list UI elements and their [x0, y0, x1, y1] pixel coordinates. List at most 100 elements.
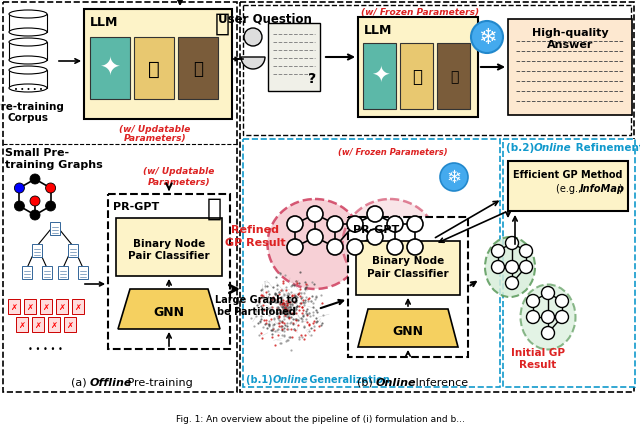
- Text: Online: Online: [376, 377, 417, 387]
- Circle shape: [30, 210, 40, 220]
- Bar: [503, 140, 635, 387]
- Circle shape: [387, 240, 403, 256]
- Bar: [240, 3, 634, 392]
- Bar: [268, 24, 320, 92]
- Circle shape: [387, 217, 403, 233]
- Circle shape: [556, 311, 568, 324]
- Circle shape: [506, 261, 518, 274]
- Text: Inference: Inference: [412, 377, 468, 387]
- Text: 🐕: 🐕: [193, 60, 203, 78]
- Text: ❄: ❄: [477, 28, 496, 48]
- Text: ?: ?: [308, 72, 316, 86]
- Text: High-quality: High-quality: [532, 28, 608, 38]
- Text: ✗: ✗: [35, 320, 42, 329]
- Bar: [358, 18, 478, 118]
- Bar: [9, 15, 47, 33]
- Text: Small Pre-: Small Pre-: [5, 148, 69, 158]
- Bar: [72, 299, 84, 314]
- Ellipse shape: [9, 67, 47, 75]
- Circle shape: [527, 295, 540, 308]
- Bar: [64, 317, 76, 332]
- Bar: [108, 194, 230, 349]
- Bar: [16, 317, 28, 332]
- Bar: [90, 38, 130, 100]
- Circle shape: [287, 217, 303, 233]
- Circle shape: [45, 184, 56, 194]
- Text: 🦙: 🦙: [148, 59, 160, 78]
- Bar: [56, 299, 68, 314]
- Bar: [356, 241, 460, 295]
- Bar: [243, 6, 631, 136]
- Circle shape: [440, 164, 468, 191]
- Circle shape: [244, 29, 262, 47]
- Bar: [3, 3, 237, 392]
- Bar: [8, 299, 20, 314]
- Text: PR-GPT: PR-GPT: [113, 201, 159, 211]
- Circle shape: [15, 184, 24, 194]
- Circle shape: [506, 277, 518, 290]
- Text: GNN: GNN: [154, 306, 184, 319]
- Bar: [508, 161, 628, 211]
- Bar: [40, 299, 52, 314]
- Text: 🦙: 🦙: [412, 68, 422, 86]
- Text: ✗: ✗: [42, 302, 49, 311]
- Text: ✗: ✗: [19, 320, 26, 329]
- Circle shape: [327, 217, 343, 233]
- Bar: [9, 71, 47, 89]
- Text: (b.2): (b.2): [506, 143, 538, 153]
- Text: Online: Online: [273, 374, 308, 384]
- Bar: [78, 266, 88, 279]
- Text: Binary Node: Binary Node: [133, 238, 205, 248]
- Circle shape: [287, 240, 303, 256]
- Text: Parameters): Parameters): [148, 178, 211, 187]
- Ellipse shape: [9, 11, 47, 19]
- Text: Parameters): Parameters): [124, 134, 186, 143]
- Circle shape: [520, 245, 532, 258]
- Text: Initial GP: Initial GP: [511, 347, 565, 357]
- Bar: [42, 266, 52, 279]
- Circle shape: [492, 261, 504, 274]
- Text: Pre-training: Pre-training: [0, 102, 63, 112]
- Bar: [178, 38, 218, 100]
- Circle shape: [307, 207, 323, 223]
- Circle shape: [30, 197, 40, 207]
- Text: Pre-training: Pre-training: [124, 377, 193, 387]
- Circle shape: [45, 201, 56, 211]
- Text: PR-GPT: PR-GPT: [353, 224, 399, 234]
- Bar: [32, 244, 42, 257]
- Text: LLM: LLM: [364, 24, 392, 37]
- Ellipse shape: [9, 39, 47, 47]
- Text: Generalization: Generalization: [306, 374, 390, 384]
- Wedge shape: [241, 58, 265, 70]
- Ellipse shape: [485, 237, 535, 297]
- Text: GNN: GNN: [392, 325, 424, 338]
- Text: ✗: ✗: [26, 302, 33, 311]
- Text: ✦: ✦: [99, 57, 120, 81]
- Circle shape: [492, 245, 504, 258]
- Bar: [32, 317, 44, 332]
- Polygon shape: [118, 289, 220, 329]
- Text: 🔥: 🔥: [215, 12, 230, 36]
- Text: (w/ Frozen Parameters): (w/ Frozen Parameters): [338, 148, 448, 157]
- Text: • • • • •: • • • • •: [13, 87, 42, 93]
- Text: (b): (b): [356, 377, 376, 387]
- Text: Corpus: Corpus: [8, 113, 49, 123]
- Text: (e.g.,: (e.g.,: [556, 184, 584, 194]
- Ellipse shape: [9, 57, 47, 65]
- Bar: [116, 218, 222, 276]
- Circle shape: [541, 311, 554, 324]
- Text: (w/ Updatable: (w/ Updatable: [119, 125, 191, 134]
- Text: ✗: ✗: [51, 320, 58, 329]
- Text: Pair Classifier: Pair Classifier: [367, 268, 449, 278]
- Text: Fig. 1: An overview about the pipeline of (i) formulation and b...: Fig. 1: An overview about the pipeline o…: [175, 414, 465, 423]
- Ellipse shape: [342, 200, 438, 289]
- Text: Offline: Offline: [90, 377, 132, 387]
- Text: (w/ Frozen Parameters): (w/ Frozen Parameters): [361, 8, 479, 17]
- Text: ❄: ❄: [447, 169, 461, 187]
- Text: InfoMap: InfoMap: [580, 184, 625, 194]
- Text: ✗: ✗: [67, 320, 74, 329]
- Text: Binary Node: Binary Node: [372, 256, 444, 265]
- Text: 🐕: 🐕: [450, 70, 458, 84]
- Text: LLM: LLM: [90, 16, 118, 29]
- Text: Refined: Refined: [231, 224, 279, 234]
